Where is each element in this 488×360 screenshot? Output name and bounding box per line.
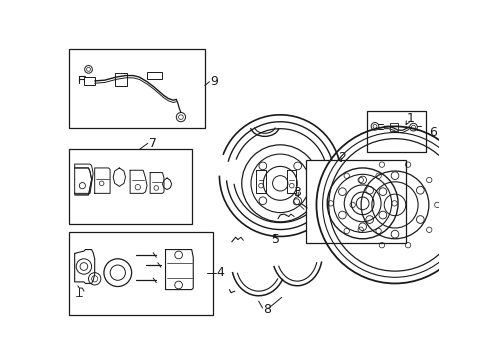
Text: 3: 3 <box>293 186 301 199</box>
Bar <box>147 72 162 80</box>
Bar <box>68 149 192 224</box>
Text: 1: 1 <box>406 112 413 125</box>
Text: 4: 4 <box>216 266 224 279</box>
Text: 7: 7 <box>148 137 156 150</box>
Bar <box>115 73 127 86</box>
Bar <box>84 77 95 85</box>
Bar <box>68 232 213 315</box>
Bar <box>366 111 425 152</box>
Text: 6: 6 <box>428 126 436 139</box>
Text: 2: 2 <box>337 150 345 164</box>
Bar <box>389 123 397 131</box>
Bar <box>305 160 405 243</box>
Text: 8: 8 <box>263 303 271 316</box>
Text: 5: 5 <box>271 233 279 246</box>
Bar <box>68 49 204 128</box>
Text: 9: 9 <box>210 75 218 88</box>
